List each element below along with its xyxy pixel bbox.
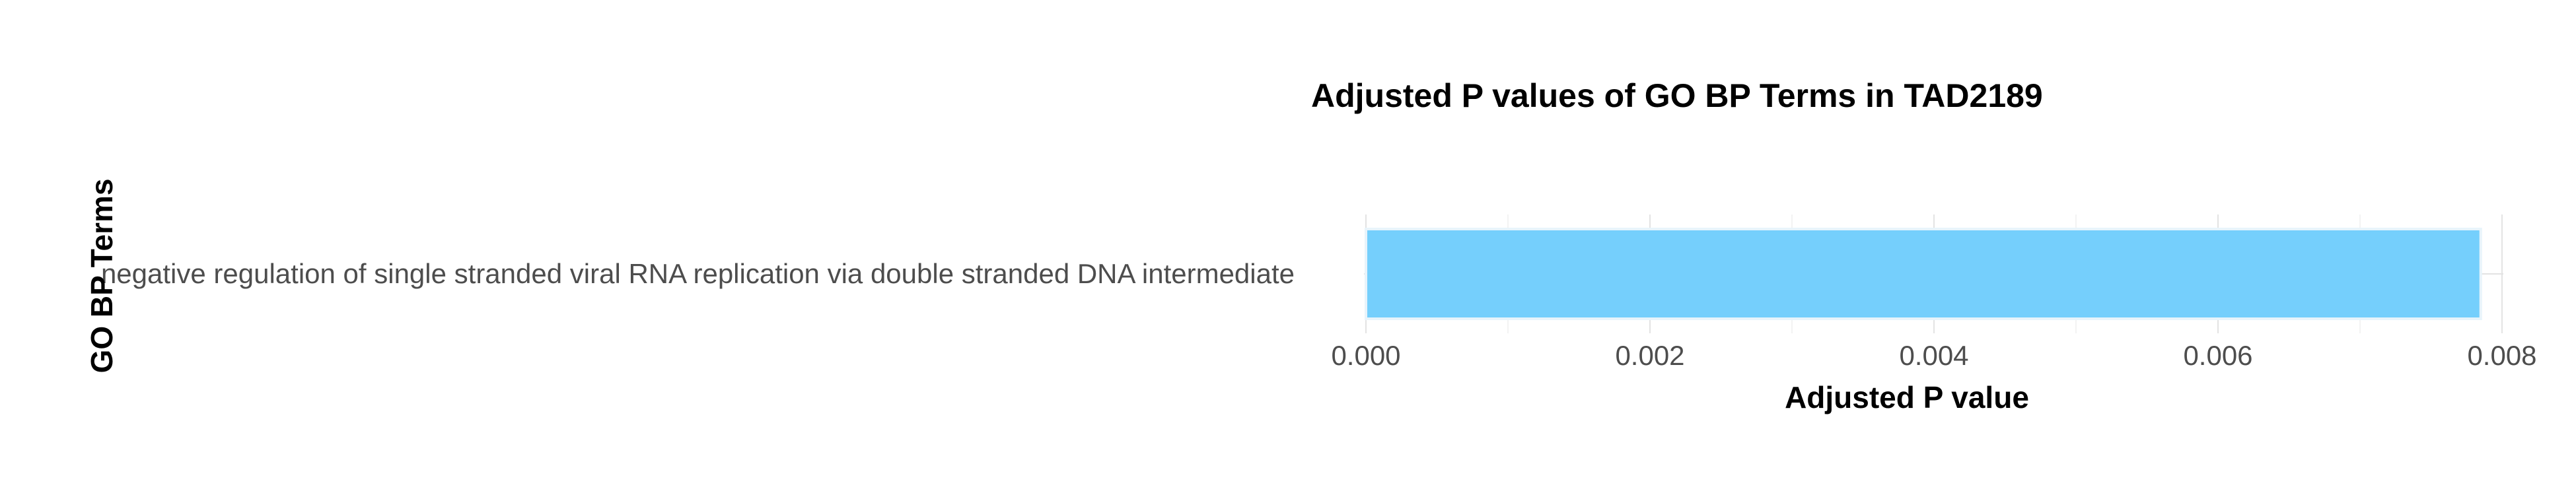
x-tick-label: 0.004 [1899, 340, 1968, 371]
x-axis-title: Adjusted P value [1785, 380, 2029, 414]
x-tick-label: 0.006 [2183, 340, 2252, 371]
y-category-label: negative regulation of single stranded v… [101, 258, 1295, 289]
bars [1365, 228, 2482, 320]
x-axis-ticks: 0.000 0.002 0.004 0.006 0.008 [1331, 340, 2536, 371]
x-tick-label: 0.002 [1615, 340, 1684, 371]
y-axis-categories: negative regulation of single stranded v… [101, 258, 1295, 289]
x-tick-label: 0.008 [2467, 340, 2536, 371]
y-axis-title: GO BP Terms [85, 179, 119, 374]
chart-title: Adjusted P values of GO BP Terms in TAD2… [1311, 77, 2043, 114]
x-tick-label: 0.000 [1331, 340, 1400, 371]
bar [1365, 228, 2482, 320]
